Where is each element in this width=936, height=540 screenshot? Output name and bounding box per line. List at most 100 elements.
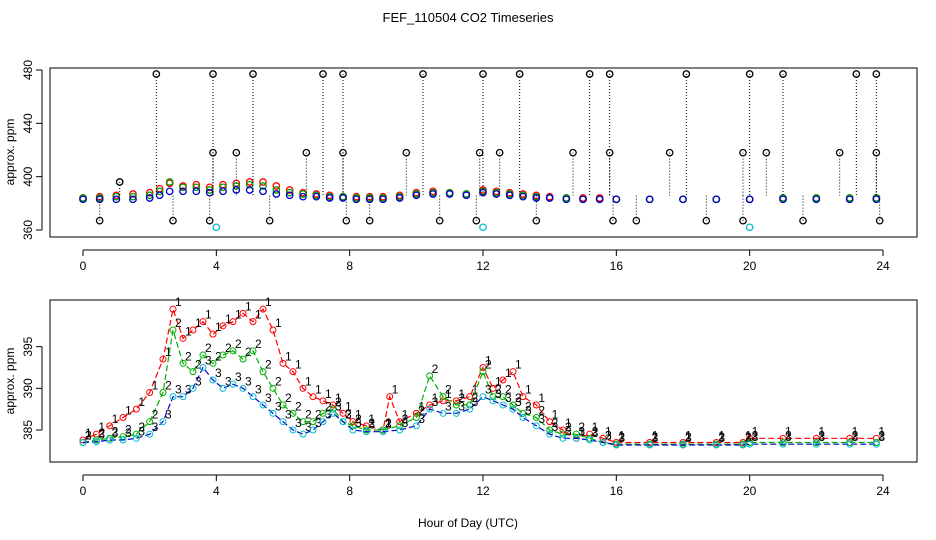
point-marker-3 (106, 436, 114, 444)
y-tick-label: 400 (21, 166, 35, 186)
series-label-1: 1 (515, 358, 522, 372)
point-marker-2 (426, 372, 434, 380)
series-label-3: 3 (402, 416, 409, 430)
bottom-plot-frame (49, 299, 918, 463)
point-marker-3 (289, 426, 297, 434)
point-marker-3 (546, 430, 554, 438)
series-label-1: 1 (175, 295, 182, 309)
point-marker-3 (119, 436, 127, 444)
point-marker-3 (379, 428, 387, 436)
point-marker-2 (239, 355, 247, 363)
series-label-1: 1 (305, 374, 312, 388)
series-line-3 (82, 366, 877, 446)
top-point-max (479, 70, 487, 78)
series-label-3: 3 (315, 416, 322, 430)
series-label-1: 1 (195, 316, 202, 330)
point-marker-1 (439, 397, 447, 405)
series-label-2: 2 (578, 420, 585, 434)
series-label-2: 2 (538, 404, 545, 418)
series-label-3: 3 (255, 383, 262, 397)
top-point-level2 (129, 192, 137, 201)
point-marker-3 (646, 441, 654, 449)
top-point-level1 (259, 178, 267, 186)
series-label-3: 3 (652, 431, 659, 445)
top-point-max (419, 70, 427, 78)
series-label-2: 2 (605, 429, 612, 443)
top-point-mid-high (209, 148, 217, 157)
top-y-axis: 360 400 440 480 (21, 60, 43, 240)
series-label-1: 1 (878, 424, 885, 438)
top-point-min (342, 216, 351, 225)
top-point-max (209, 70, 217, 78)
point-marker-2 (519, 409, 527, 417)
top-point-mid-high (475, 148, 484, 157)
point-marker-2 (179, 359, 187, 367)
top-point-level2 (285, 188, 294, 197)
top-point-cyan (479, 223, 487, 232)
series-label-3: 3 (578, 424, 585, 438)
x-tick-label: 16 (610, 484, 624, 498)
point-marker-2 (299, 418, 307, 426)
series-label-2: 2 (418, 404, 425, 418)
point-marker-2 (269, 384, 277, 392)
series-label-2: 2 (335, 395, 342, 409)
top-point-mid-high (739, 148, 747, 157)
top-point-mid-high (665, 148, 674, 157)
top-point-cyan (212, 223, 221, 232)
top-point-level3 (812, 195, 821, 204)
series-label-2: 2 (152, 408, 159, 422)
top-point-level1 (205, 183, 214, 192)
top-plot-frame (49, 67, 918, 238)
top-point-level3 (505, 191, 514, 200)
series-label-2: 2 (515, 391, 522, 405)
series-label-1: 1 (472, 383, 479, 397)
point-marker-3 (79, 439, 87, 446)
series-label-3: 3 (525, 404, 532, 418)
point-marker-3 (299, 430, 307, 438)
point-marker-2 (309, 418, 317, 426)
y-tick-label: 360 (21, 220, 35, 240)
top-point-level2 (299, 190, 307, 198)
series-label-2: 2 (295, 399, 302, 413)
point-marker-2 (132, 430, 140, 438)
series-label-1: 1 (235, 308, 242, 322)
series-label-1: 1 (752, 424, 759, 438)
series-label-1: 1 (785, 424, 792, 438)
point-marker-3 (559, 434, 567, 442)
top-point-level3 (712, 195, 721, 204)
point-marker-3 (279, 418, 287, 426)
point-marker-2 (229, 347, 237, 355)
point-marker-3 (519, 414, 527, 421)
series-label-3: 3 (225, 374, 232, 388)
point-marker-3 (329, 409, 337, 417)
top-panel: 0 4 8 12 16 20 24 360 400 440 480 approx. ppm (3, 60, 918, 273)
series-label-1: 1 (578, 424, 585, 438)
x-axis-label: Hour of Day (UTC) (418, 516, 518, 530)
x-tick-label: 20 (743, 259, 757, 273)
series-label-3: 3 (205, 354, 212, 368)
top-point-min (472, 216, 481, 225)
top-point-level2 (165, 178, 174, 186)
series-label-3: 3 (592, 426, 599, 440)
series-label-3: 3 (485, 383, 492, 397)
point-marker-3 (199, 364, 207, 371)
series-label-3: 3 (295, 416, 302, 430)
point-marker-1 (119, 414, 127, 421)
point-marker-1 (519, 393, 527, 401)
series-label-1: 1 (538, 391, 545, 405)
series-label-2: 2 (685, 430, 692, 444)
point-marker-3 (179, 393, 187, 401)
top-point-level3 (79, 195, 87, 204)
x-tick-label: 16 (610, 259, 624, 273)
point-marker-1 (259, 305, 267, 313)
series-label-2: 2 (878, 429, 885, 443)
point-marker-3 (239, 384, 247, 392)
series-label-2: 2 (445, 383, 452, 397)
point-marker-2 (559, 430, 567, 438)
top-point-max (339, 70, 347, 78)
series-label-1: 1 (852, 424, 859, 438)
top-point-mid-high (872, 148, 881, 157)
series-label-2: 2 (255, 337, 262, 351)
series-label-3: 3 (878, 430, 885, 444)
